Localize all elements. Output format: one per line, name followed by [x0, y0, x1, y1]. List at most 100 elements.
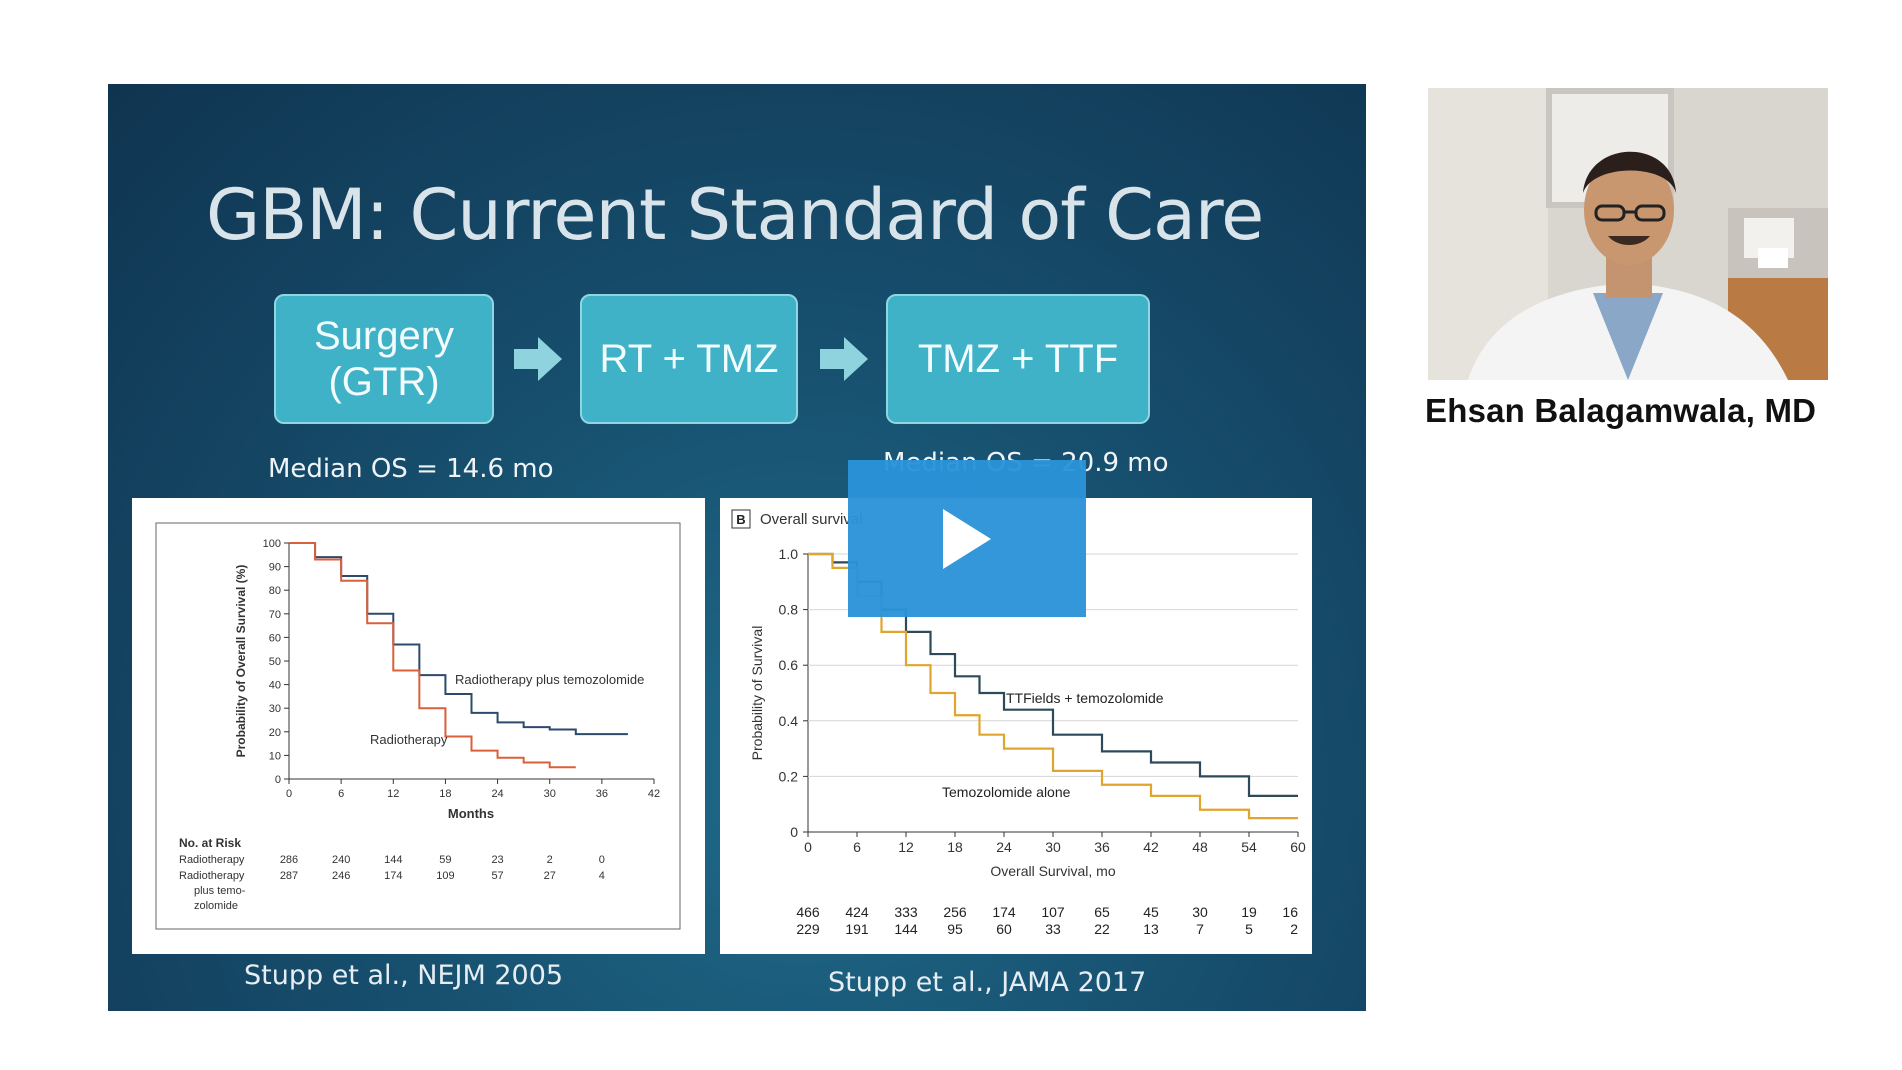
panel-label: B: [736, 512, 745, 527]
risk-value: 33: [1045, 921, 1061, 937]
y-tick-label: 0.2: [779, 768, 799, 784]
y-tick-label: 20: [269, 727, 281, 739]
y-axis-label: Probability of Overall Survival (%): [234, 565, 248, 758]
series-label-ttfields: TTFields + temozolomide: [1006, 690, 1164, 706]
risk-value: 95: [947, 921, 963, 937]
series-line-rt: [289, 542, 576, 769]
presenter-image: [1428, 88, 1828, 380]
x-tick-label: 36: [596, 788, 608, 800]
y-tick-label: 50: [269, 656, 281, 668]
x-tick-label: 36: [1094, 839, 1110, 855]
risk-table-header: No. at Risk: [179, 836, 241, 850]
chart-title: Overall survival: [760, 511, 863, 528]
risk-value: 22: [1094, 921, 1110, 937]
risk-value: 256: [943, 904, 967, 920]
risk-value: 60: [996, 921, 1012, 937]
risk-value: 229: [796, 921, 820, 937]
series-label-rt: Radiotherapy: [370, 732, 448, 747]
risk-value: 424: [845, 904, 869, 920]
x-tick-label: 24: [491, 788, 503, 800]
risk-value: 13: [1143, 921, 1159, 937]
presenter-name: Ehsan Balagamwala, MD: [1425, 392, 1817, 429]
risk-value: 191: [845, 921, 869, 937]
risk-value: 287: [280, 870, 298, 882]
y-tick-label: 100: [263, 538, 281, 550]
risk-value: 144: [894, 921, 918, 937]
risk-row-label: Radiotherapy plus temo-zolomide: [179, 870, 246, 912]
risk-value: 23: [491, 854, 503, 866]
citation-left: Stupp et al., NEJM 2005: [244, 960, 564, 991]
x-tick-label: 60: [1290, 839, 1306, 855]
risk-value: 144: [384, 854, 402, 866]
y-tick-label: 40: [269, 680, 281, 692]
right-arrow-icon: [820, 337, 868, 381]
x-tick-label: 30: [544, 788, 556, 800]
y-tick-label: 0: [790, 824, 798, 840]
x-tick-label: 48: [1192, 839, 1208, 855]
x-tick-label: 30: [1045, 839, 1061, 855]
risk-value: 240: [332, 854, 350, 866]
slide: GBM: Current Standard of Care Surgery (G…: [108, 84, 1366, 1011]
series-line-rt-tmz: [289, 542, 628, 736]
y-tick-label: 70: [269, 609, 281, 621]
x-tick-label: 54: [1241, 839, 1257, 855]
panel-label-box: [731, 509, 751, 529]
risk-value: 27: [544, 870, 556, 882]
risk-value: 174: [384, 870, 402, 882]
chart-panel-nejm: 0 10 20 30 40 50 60 70 80 90 100 0 6 12 18 24 30 36 42 Pr…: [132, 498, 705, 954]
series-label-tmz-alone: Temozolomide alone: [942, 784, 1071, 800]
risk-value: 7: [1196, 921, 1204, 937]
risk-value: 2: [1290, 921, 1298, 937]
risk-value: 5: [1245, 921, 1253, 937]
y-tick-label: 1.0: [779, 546, 799, 562]
x-tick-label: 12: [898, 839, 914, 855]
x-tick-label: 42: [1143, 839, 1159, 855]
x-axis-label: Overall Survival, mo: [990, 863, 1115, 879]
risk-row-label-line: plus temo-: [194, 885, 246, 897]
x-tick-label: 0: [804, 839, 812, 855]
risk-value: 286: [280, 854, 298, 866]
risk-value: 19: [1241, 904, 1257, 920]
x-tick-label: 42: [648, 788, 660, 800]
y-axis-label: Probability of Survival: [749, 626, 765, 761]
risk-value: 30: [1192, 904, 1208, 920]
x-tick-label: 18: [439, 788, 451, 800]
chart-frame: [155, 522, 681, 930]
flow-box-rt-tmz: RT + TMZ: [580, 294, 798, 424]
y-tick-label: 0.8: [779, 602, 799, 618]
series-label-rt-tmz: Radiotherapy plus temozolomide: [455, 672, 644, 687]
x-tick-label: 18: [947, 839, 963, 855]
risk-value: 4: [599, 870, 605, 882]
flow-box-tmz-ttf: TMZ + TTF: [886, 294, 1150, 424]
x-tick-label: 12: [387, 788, 399, 800]
y-tick-label: 60: [269, 632, 281, 644]
risk-row-label: Radiotherapy: [179, 854, 245, 866]
risk-value: 466: [796, 904, 820, 920]
x-tick-label: 6: [338, 788, 344, 800]
x-tick-label: 0: [286, 788, 292, 800]
risk-value: 109: [436, 870, 454, 882]
y-tick-label: 10: [269, 750, 281, 762]
slide-title: GBM: Current Standard of Care: [206, 174, 1264, 256]
flow-label-rt-tmz: RT + TMZ: [599, 337, 779, 381]
risk-value: 57: [491, 870, 503, 882]
risk-value: 107: [1041, 904, 1065, 920]
y-tick-label: 80: [269, 585, 281, 597]
x-tick-label: 6: [853, 839, 861, 855]
median-os-left: Median OS = 14.6 mo: [268, 454, 554, 484]
play-button[interactable]: [848, 460, 1086, 617]
risk-value: 16: [1282, 904, 1298, 920]
risk-value: 2: [547, 854, 553, 866]
flow-label-tmz-ttf: TMZ + TTF: [917, 337, 1119, 381]
x-axis-label: Months: [448, 806, 494, 821]
risk-value: 333: [894, 904, 918, 920]
risk-value: 59: [439, 854, 451, 866]
presenter-video[interactable]: [1428, 88, 1828, 380]
risk-row-label-line: Radiotherapy: [179, 870, 245, 882]
risk-value: 65: [1094, 904, 1110, 920]
y-tick-label: 0.6: [779, 657, 799, 673]
citation-right: Stupp et al., JAMA 2017: [828, 967, 1147, 998]
risk-row-label-line: zolomide: [194, 900, 238, 912]
risk-value: 45: [1143, 904, 1159, 920]
